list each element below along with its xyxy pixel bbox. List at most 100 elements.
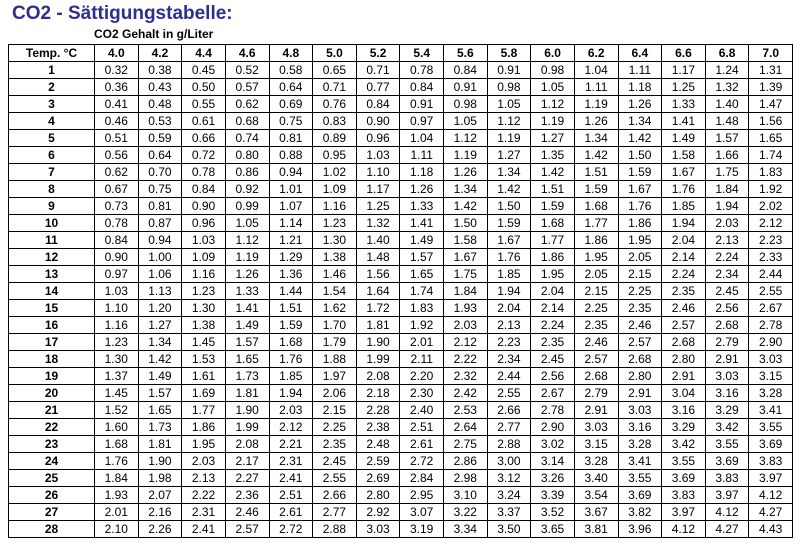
table-cell: 0.98 — [443, 95, 488, 113]
table-cell: 3.41 — [617, 452, 663, 470]
table-cell: 2.46 — [224, 503, 270, 521]
table-cell: 3.81 — [573, 520, 619, 538]
table-cell: 2.77 — [486, 418, 532, 436]
table-cell: 2.91 — [617, 384, 663, 402]
table-cell: 4.12 — [661, 520, 706, 538]
table-cell: 2.79 — [704, 333, 750, 351]
table-cell: 1.59 — [486, 214, 532, 232]
table-cell: 2.14 — [661, 248, 706, 266]
table-cell: 1.02 — [312, 163, 357, 181]
table-cell: 2.61 — [268, 503, 314, 521]
table-cell: 0.71 — [355, 61, 401, 79]
table-cell: 2.56 — [704, 299, 750, 317]
table-cell: 3.14 — [530, 452, 575, 470]
table-cell: 2.90 — [530, 418, 575, 436]
table-cell: 1.26 — [224, 265, 270, 283]
table-row: 19 1.37 1.49 1.61 1.73 1.85 1.97 2.08 2.20 2.32 2.… — [8, 367, 793, 385]
table-cell: 1.34 — [617, 112, 663, 130]
table-cell: 2.59 — [355, 452, 401, 470]
table-cell: 3.42 — [661, 435, 706, 453]
table-cell: 1.45 — [181, 333, 226, 351]
table-cell: 2.25 — [617, 282, 663, 300]
table-cell: 1.86 — [617, 214, 663, 232]
table-cell: 1.92 — [748, 180, 793, 198]
table-cell: 2.56 — [530, 367, 575, 385]
row-temperature: 24 — [8, 452, 95, 470]
table-cell: 1.53 — [181, 350, 226, 368]
column-header: 5.0 — [312, 44, 357, 62]
table-cell: 1.35 — [530, 146, 575, 164]
table-cell: 1.06 — [137, 265, 183, 283]
table-cell: 3.97 — [661, 503, 706, 521]
table-cell: 1.67 — [661, 163, 706, 181]
table-cell: 1.97 — [312, 367, 357, 385]
table-cell: 1.33 — [224, 282, 270, 300]
table-cell: 3.69 — [748, 435, 793, 453]
table-cell: 1.56 — [355, 265, 401, 283]
table-cell: 1.69 — [181, 384, 226, 402]
table-cell: 3.19 — [399, 520, 444, 538]
table-cell: 1.84 — [443, 282, 488, 300]
table-cell: 2.06 — [312, 384, 357, 402]
table-cell: 0.50 — [181, 78, 226, 96]
table-cell: 2.15 — [573, 282, 619, 300]
table-cell: 2.01 — [399, 333, 444, 351]
table-cell: 2.15 — [617, 265, 663, 283]
row-temperature: 4 — [8, 112, 95, 130]
table-cell: 3.52 — [530, 503, 575, 521]
table-cell: 2.90 — [748, 333, 793, 351]
table-cell: 2.95 — [399, 486, 444, 504]
table-cell: 2.26 — [137, 520, 183, 538]
table-row: 2 0.36 0.43 0.50 0.57 0.64 0.71 0.77 0.84 0.91 0.9… — [8, 78, 793, 96]
column-header: 4.0 — [94, 44, 139, 62]
table-cell: 1.57 — [137, 384, 183, 402]
table-cell: 2.05 — [617, 248, 663, 266]
table-cell: 0.57 — [224, 78, 270, 96]
row-temperature: 9 — [8, 197, 95, 215]
table-cell: 1.12 — [443, 129, 488, 147]
table-cell: 1.85 — [486, 265, 532, 283]
table-cell: 2.35 — [530, 333, 575, 351]
table-cell: 2.35 — [661, 282, 706, 300]
table-cell: 1.38 — [181, 316, 226, 334]
table-cell: 0.86 — [224, 163, 270, 181]
table-cell: 0.38 — [137, 61, 183, 79]
table-cell: 1.33 — [661, 95, 706, 113]
table-cell: 1.37 — [94, 367, 139, 385]
table-cell: 1.61 — [181, 367, 226, 385]
row-temperature: 1 — [8, 61, 95, 79]
row-temperature: 26 — [8, 486, 95, 504]
table-cell: 0.65 — [312, 61, 357, 79]
table-cell: 1.23 — [312, 214, 357, 232]
table-cell: 1.49 — [137, 367, 183, 385]
column-header: 4.6 — [224, 44, 270, 62]
table-cell: 1.46 — [312, 265, 357, 283]
table-cell: 1.03 — [355, 146, 401, 164]
table-cell: 2.02 — [748, 197, 793, 215]
table-cell: 1.27 — [486, 146, 532, 164]
table-cell: 1.23 — [181, 282, 226, 300]
table-cell: 0.89 — [312, 129, 357, 147]
table-cell: 2.69 — [355, 469, 401, 487]
table-cell: 1.64 — [355, 282, 401, 300]
table-cell: 3.83 — [661, 486, 706, 504]
table-cell: 1.84 — [94, 469, 139, 487]
table-cell: 2.21 — [268, 435, 314, 453]
table-cell: 0.76 — [312, 95, 357, 113]
table-cell: 0.36 — [94, 78, 139, 96]
row-temperature: 16 — [8, 316, 95, 334]
row-temperature: 23 — [8, 435, 95, 453]
table-cell: 1.86 — [181, 418, 226, 436]
table-cell: 1.70 — [312, 316, 357, 334]
table-cell: 2.91 — [661, 367, 706, 385]
table-cell: 3.69 — [704, 452, 750, 470]
table-cell: 0.78 — [399, 61, 444, 79]
table-cell: 2.66 — [312, 486, 357, 504]
table-cell: 3.04 — [661, 384, 706, 402]
table-cell: 3.37 — [486, 503, 532, 521]
column-header: 5.4 — [399, 44, 444, 62]
table-cell: 2.11 — [399, 350, 444, 368]
table-cell: 2.35 — [573, 316, 619, 334]
table-header-row: Temp. °C 4.0 4.2 4.4 4.6 4.8 5.0 5.2 5.4 5.6 5.8 6… — [8, 44, 793, 62]
table-cell: 2.12 — [748, 214, 793, 232]
